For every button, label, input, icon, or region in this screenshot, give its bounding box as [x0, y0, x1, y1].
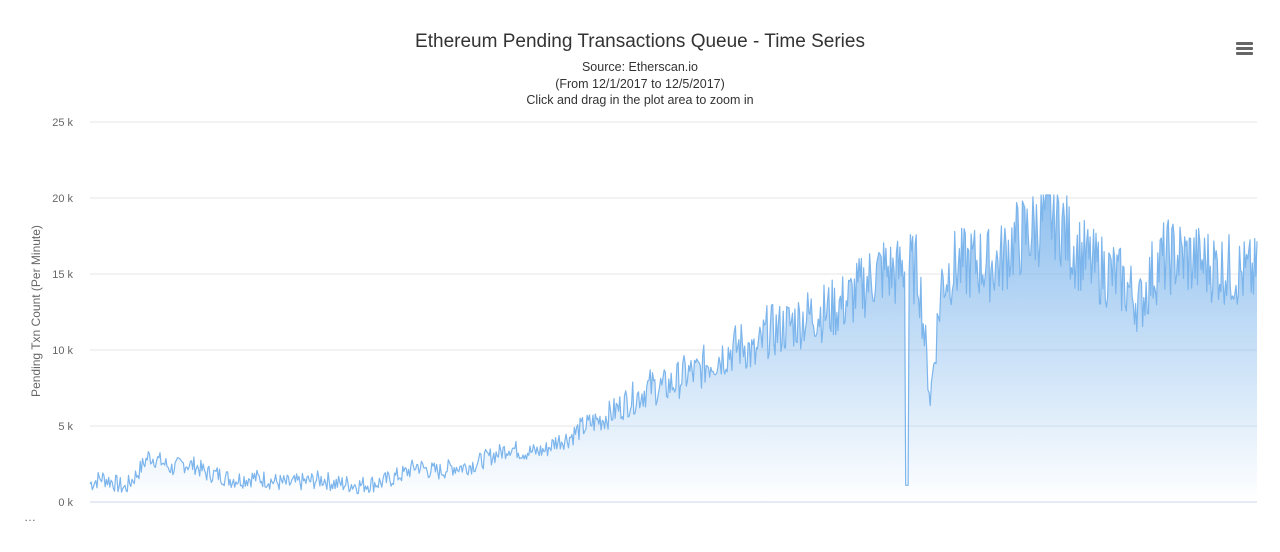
chart-menu-button[interactable]: [1232, 38, 1258, 60]
y-axis-label: Pending Txn Count (Per Minute): [29, 225, 43, 397]
y-tick-label: 15 k: [52, 269, 73, 281]
y-axis-ticks: 0 k 5 k 10 k 15 k 20 k 25 k: [52, 117, 73, 509]
y-tick-label: 25 k: [52, 117, 73, 129]
series-area: [90, 195, 1257, 502]
y-tick-label: 20 k: [52, 193, 73, 205]
ellipsis-text: …: [24, 510, 36, 524]
y-tick-label: 10 k: [52, 345, 73, 357]
menu-bar-icon: [1236, 42, 1253, 45]
menu-bar-icon: [1236, 52, 1253, 55]
menu-bar-icon: [1236, 47, 1253, 50]
y-tick-label: 5 k: [58, 421, 73, 433]
y-tick-label: 0 k: [58, 497, 73, 509]
chart-subtitle-source: Source: Etherscan.io: [581, 60, 699, 74]
series-line: [89, 194, 1258, 495]
chart-title: Ethereum Pending Transactions Queue - Ti…: [415, 31, 865, 52]
chart-subtitle-date-range: (From 12/1/2017 to 12/5/2017): [555, 77, 725, 91]
chart-subtitle-zoom-hint: Click and drag in the plot area to zoom …: [526, 93, 754, 107]
